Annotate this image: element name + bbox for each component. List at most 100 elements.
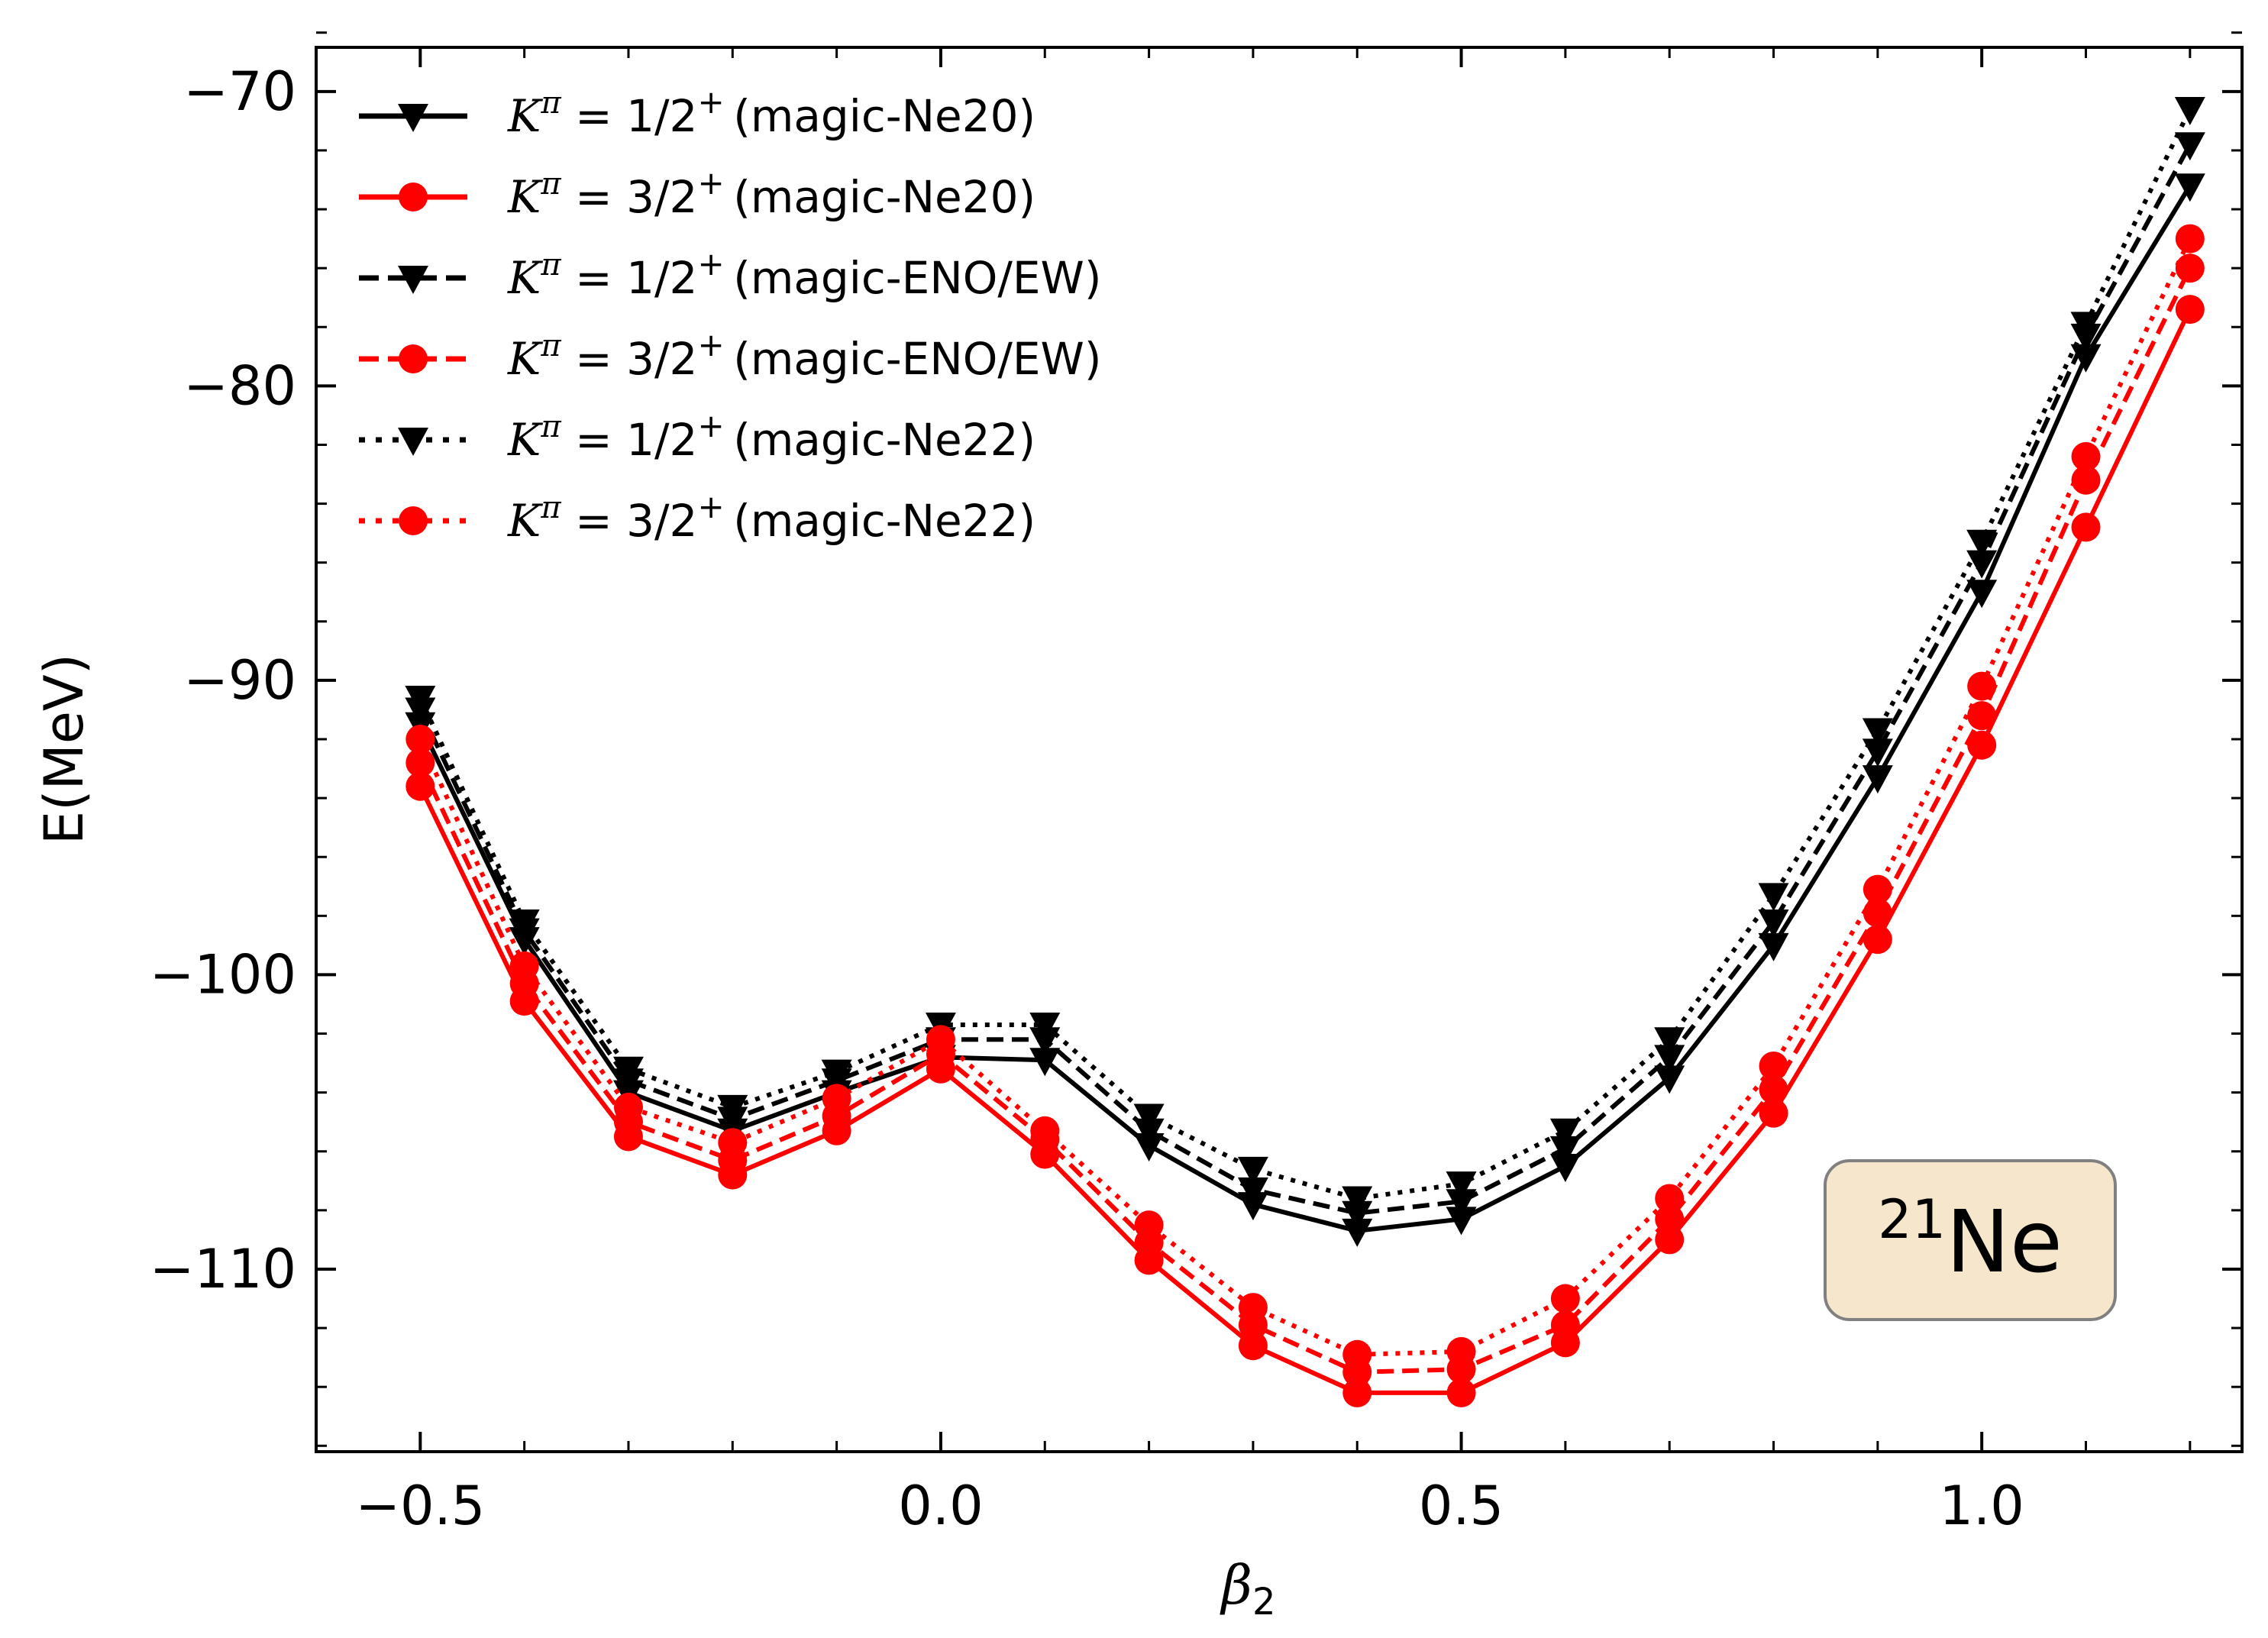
data-point (1655, 1184, 1685, 1213)
x-tick-label: −0.5 (355, 1475, 485, 1537)
legend-marker (398, 428, 428, 456)
data-point (1237, 1192, 1268, 1221)
y-tick-label: −70 (183, 60, 296, 123)
series-6 (405, 224, 2205, 1369)
series-5 (405, 96, 2205, 1215)
data-point (2175, 254, 2205, 283)
legend-item: Kπ = 3/2+ (magic-ENO/EW) (359, 326, 1102, 385)
legend-item: Kπ = 1/2+ (magic-ENO/EW) (359, 245, 1102, 304)
data-point (717, 1094, 748, 1123)
data-point (1549, 1118, 1581, 1147)
data-point (1654, 1027, 1685, 1056)
data-point (1133, 1118, 1165, 1147)
data-point (1342, 1218, 1373, 1247)
x-tick-label: 1.0 (1940, 1475, 2024, 1537)
data-point (405, 771, 435, 801)
data-point (1550, 1284, 1580, 1313)
data-point (1133, 1103, 1165, 1132)
data-point (822, 1084, 851, 1113)
data-point (1446, 1189, 1477, 1218)
legend-marker (398, 266, 428, 294)
data-point (2175, 295, 2205, 325)
data-point (1549, 1154, 1581, 1183)
data-point (1863, 898, 1892, 928)
y-axis-label: E(MeV) (33, 654, 95, 845)
data-point (1967, 701, 1997, 731)
data-point (2174, 173, 2205, 202)
data-point (1654, 1065, 1685, 1094)
data-point (1134, 1210, 1164, 1240)
legend-label: Kπ = 3/2+ (magic-ENO/EW) (507, 326, 1102, 385)
data-point (405, 748, 435, 777)
data-point (1029, 1012, 1061, 1041)
data-point (1342, 1200, 1373, 1229)
data-point (1446, 1336, 1476, 1366)
data-point (1967, 671, 1997, 701)
legend-marker (399, 506, 428, 535)
data-point (1446, 1378, 1476, 1407)
data-point (1863, 874, 1892, 904)
data-point (509, 909, 540, 939)
series-line (418, 143, 2192, 1216)
data-point (1446, 1207, 1477, 1236)
series-line (418, 184, 2192, 1233)
data-point (2070, 312, 2102, 341)
legend-label: Kπ = 1/2+ (magic-Ne22) (507, 407, 1035, 466)
data-point (1862, 718, 1893, 747)
x-tick-label: 0.5 (1419, 1475, 1504, 1537)
x-tick-label: 0.0 (898, 1475, 983, 1537)
series-line (418, 237, 2192, 1357)
legend-item: Kπ = 3/2+ (magic-Ne20) (359, 164, 1035, 223)
data-point (1237, 1177, 1268, 1206)
nucleus-annotation: 21Ne (1824, 1159, 2117, 1321)
legend-item: Kπ = 3/2+ (magic-Ne22) (359, 488, 1035, 547)
data-point (1237, 1156, 1268, 1185)
data-point (1758, 909, 1789, 939)
data-point (1863, 925, 1892, 955)
legend-label: Kπ = 3/2+ (magic-Ne22) (507, 488, 1035, 547)
data-point (1655, 1204, 1685, 1234)
series-line (418, 267, 2192, 1375)
y-tick-label: −80 (183, 354, 296, 417)
data-point (1967, 730, 1997, 760)
data-point (2174, 132, 2205, 161)
data-point (2071, 441, 2101, 471)
data-point (1759, 1074, 1788, 1104)
data-point (718, 1128, 748, 1158)
series-line (418, 308, 2192, 1395)
legend-item: Kπ = 1/2+ (magic-Ne20) (359, 83, 1035, 142)
data-point (509, 951, 539, 981)
series-layer (405, 96, 2205, 1407)
data-point (2175, 224, 2205, 254)
legend-label: Kπ = 1/2+ (magic-Ne20) (507, 83, 1035, 142)
data-point (1759, 1051, 1788, 1081)
data-point (1342, 1339, 1372, 1369)
data-point (1966, 529, 1998, 558)
data-point (1550, 1310, 1580, 1340)
data-point (1342, 1378, 1372, 1407)
data-point (1758, 932, 1789, 961)
legend-marker (399, 344, 428, 373)
data-point (2174, 96, 2205, 125)
data-point (2071, 512, 2101, 542)
annotation-text: 21Ne (1878, 1188, 2063, 1292)
data-point (1862, 765, 1893, 794)
legend-label: Kπ = 3/2+ (magic-Ne20) (507, 164, 1035, 223)
annotation-box (1824, 1159, 2117, 1321)
legend-label: Kπ = 1/2+ (magic-ENO/EW) (507, 245, 1102, 304)
data-point (1654, 1045, 1685, 1074)
data-point (1758, 883, 1789, 912)
data-point (1966, 580, 1998, 609)
data-point (1966, 550, 1998, 579)
series-line (418, 108, 2192, 1201)
y-tick-label: −90 (183, 649, 296, 712)
data-point (405, 725, 435, 754)
legend: Kπ = 1/2+ (magic-Ne20) Kπ = 3/2+ (magic-N… (359, 83, 1102, 547)
data-point (612, 1056, 644, 1085)
data-point (405, 686, 436, 715)
data-point (1238, 1331, 1268, 1361)
data-point (1029, 1027, 1061, 1056)
legend-item: Kπ = 1/2+ (magic-Ne22) (359, 407, 1035, 466)
legend-marker (399, 183, 428, 212)
